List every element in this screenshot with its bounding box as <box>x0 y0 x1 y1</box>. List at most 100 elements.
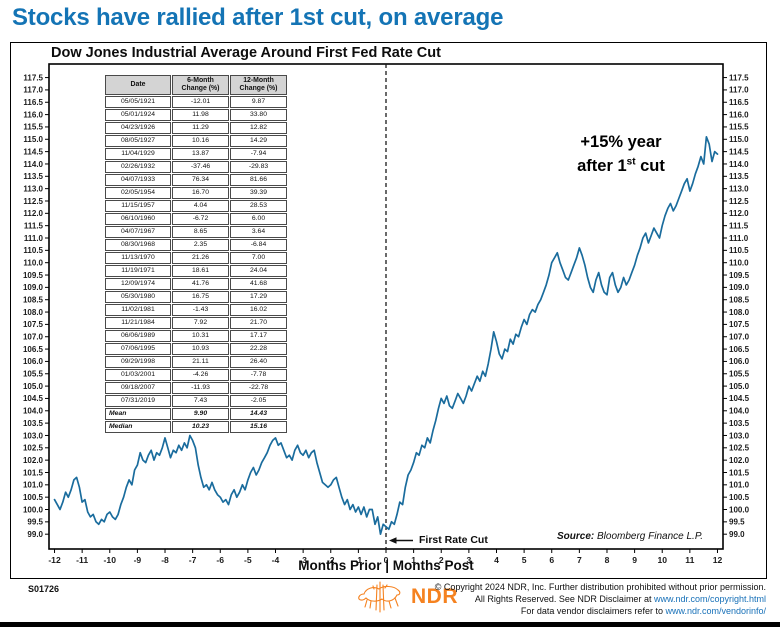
table-row: 05/01/1924 11.98 33.80 <box>105 109 287 122</box>
svg-text:107.0: 107.0 <box>729 333 750 342</box>
svg-text:113.5: 113.5 <box>23 172 43 181</box>
table-date-cell: 11/15/1957 <box>105 200 171 213</box>
svg-text:3: 3 <box>466 555 471 565</box>
table-value-cell: -29.83 <box>230 161 287 174</box>
table-row: 11/02/1981 -1.43 16.02 <box>105 304 287 317</box>
svg-text:103.0: 103.0 <box>23 431 44 440</box>
svg-text:109.5: 109.5 <box>23 271 44 280</box>
svg-text:116.0: 116.0 <box>23 110 43 119</box>
table-value-cell: 10.93 <box>172 343 229 356</box>
svg-text:112.0: 112.0 <box>23 209 43 218</box>
svg-text:6: 6 <box>549 555 554 565</box>
svg-text:108.0: 108.0 <box>23 308 44 317</box>
table-value-cell: 3.64 <box>230 226 287 239</box>
table-value-cell: -11.93 <box>172 382 229 395</box>
svg-text:109.0: 109.0 <box>23 283 44 292</box>
svg-text:105.0: 105.0 <box>729 382 750 391</box>
table-value-cell: -6.72 <box>172 213 229 226</box>
table-value-cell: -12.01 <box>172 96 229 109</box>
svg-text:113.5: 113.5 <box>729 172 749 181</box>
table-date-cell: 08/30/1968 <box>105 239 171 252</box>
svg-text:110.0: 110.0 <box>729 258 749 267</box>
table-row: 11/21/1984 7.92 21.70 <box>105 317 287 330</box>
svg-text:107.5: 107.5 <box>729 320 750 329</box>
svg-text:104.0: 104.0 <box>729 407 750 416</box>
table-value-cell: 14.29 <box>230 135 287 148</box>
table-value-cell: 15.16 <box>230 421 287 434</box>
svg-text:108.0: 108.0 <box>729 308 750 317</box>
table-value-cell: 21.26 <box>172 252 229 265</box>
svg-text:101.5: 101.5 <box>729 468 750 477</box>
table-date-cell: Mean <box>105 408 171 421</box>
source-note: Source: Bloomberg Finance L.P. <box>557 531 703 542</box>
table-row: 05/30/1980 16.75 17.29 <box>105 291 287 304</box>
table-value-cell: -6.84 <box>230 239 287 252</box>
table-date-cell: 07/06/1995 <box>105 343 171 356</box>
table-value-cell: 24.04 <box>230 265 287 278</box>
svg-text:101.0: 101.0 <box>23 481 44 490</box>
svg-text:115.5: 115.5 <box>729 123 749 132</box>
table-value-cell: 7.00 <box>230 252 287 265</box>
svg-text:109.5: 109.5 <box>729 271 750 280</box>
table-date-cell: 02/05/1954 <box>105 187 171 200</box>
svg-text:1: 1 <box>411 555 416 565</box>
table-date-cell: 11/04/1929 <box>105 148 171 161</box>
table-value-cell: 7.43 <box>172 395 229 408</box>
table-value-cell: 8.65 <box>172 226 229 239</box>
table-value-cell: 16.75 <box>172 291 229 304</box>
svg-text:101.5: 101.5 <box>23 468 44 477</box>
svg-text:103.0: 103.0 <box>729 431 750 440</box>
svg-text:104.0: 104.0 <box>23 407 44 416</box>
table-row: 07/31/2019 7.43 -2.05 <box>105 395 287 408</box>
svg-text:106.5: 106.5 <box>23 345 44 354</box>
svg-text:106.5: 106.5 <box>729 345 750 354</box>
line-chart: 99.0 99.0 99.5 99.5 100.0 100.0 100.5 100.5 101.… <box>23 63 750 565</box>
svg-text:-9: -9 <box>134 555 142 565</box>
table-value-cell: 10.23 <box>172 421 229 434</box>
svg-text:107.0: 107.0 <box>23 333 44 342</box>
returns-table: Date 6-Month Change (%) 12-Month Change (%) … <box>104 74 288 435</box>
svg-text:112.0: 112.0 <box>729 209 749 218</box>
table-value-cell: 10.16 <box>172 135 229 148</box>
table-value-cell: 4.04 <box>172 200 229 213</box>
table-date-cell: 05/30/1980 <box>105 291 171 304</box>
svg-text:101.0: 101.0 <box>729 481 750 490</box>
table-summary-row: Median 10.23 15.16 <box>105 421 287 434</box>
svg-text:12: 12 <box>713 555 723 565</box>
svg-text:103.5: 103.5 <box>23 419 44 428</box>
svg-text:103.5: 103.5 <box>729 419 750 428</box>
table-row: 11/19/1971 18.61 24.04 <box>105 265 287 278</box>
svg-text:-10: -10 <box>104 555 117 565</box>
table-header-row: Date 6-Month Change (%) 12-Month Change (%) <box>105 75 287 96</box>
svg-text:5: 5 <box>522 555 527 565</box>
table-date-cell: 11/19/1971 <box>105 265 171 278</box>
svg-text:100.5: 100.5 <box>729 493 750 502</box>
table-row: 07/06/1995 10.93 22.28 <box>105 343 287 356</box>
table-date-cell: 06/06/1989 <box>105 330 171 343</box>
table-value-cell: 16.02 <box>230 304 287 317</box>
svg-text:99.0: 99.0 <box>729 530 745 539</box>
table-row: 11/15/1957 4.04 28.53 <box>105 200 287 213</box>
svg-text:99.5: 99.5 <box>729 518 745 527</box>
svg-text:112.5: 112.5 <box>23 197 43 206</box>
table-row: 02/26/1932 -37.46 -29.83 <box>105 161 287 174</box>
ndr-bull-bear-icon <box>358 581 401 613</box>
table-date-cell: 04/07/1933 <box>105 174 171 187</box>
table-value-cell: 17.17 <box>230 330 287 343</box>
svg-text:105.0: 105.0 <box>23 382 44 391</box>
table-row: 11/04/1929 13.87 -7.94 <box>105 148 287 161</box>
chart-panel: Dow Jones Industrial Average Around Firs… <box>10 42 767 579</box>
copyright-link[interactable]: www.ndr.com/copyright.html <box>653 593 766 604</box>
vendorinfo-link[interactable]: www.ndr.com/vendorinfo/ <box>665 605 766 616</box>
svg-text:114.0: 114.0 <box>729 160 749 169</box>
ndr-logo-text: NDR <box>411 585 458 608</box>
svg-text:117.0: 117.0 <box>729 86 749 95</box>
table-row: 08/05/1927 10.16 14.29 <box>105 135 287 148</box>
table-value-cell: -7.94 <box>230 148 287 161</box>
svg-text:117.5: 117.5 <box>23 73 43 82</box>
svg-text:99.0: 99.0 <box>27 530 43 539</box>
bottom-rule <box>0 622 780 627</box>
table-value-cell: 21.11 <box>172 356 229 369</box>
svg-text:115.5: 115.5 <box>23 123 43 132</box>
copyright-line-1: © Copyright 2024 NDR, Inc. Further distr… <box>434 582 766 592</box>
